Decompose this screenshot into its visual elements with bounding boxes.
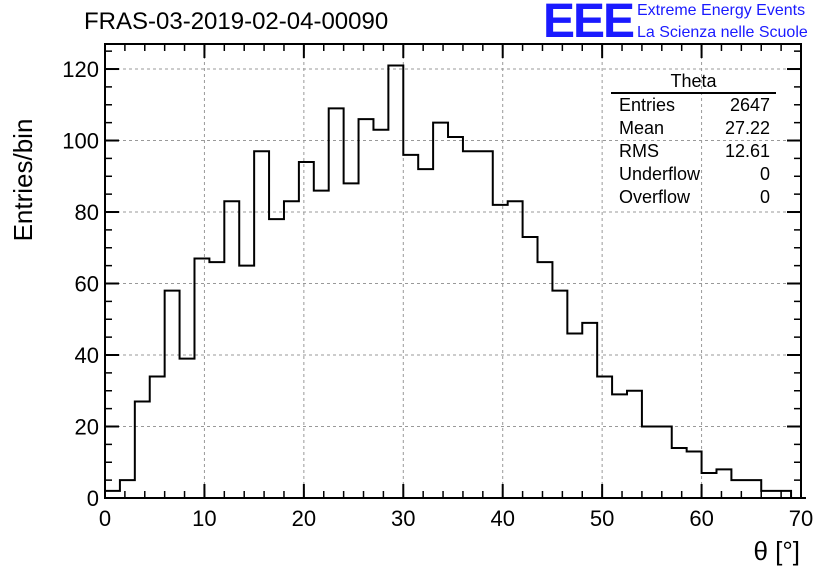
histogram-bin	[567, 334, 582, 498]
histogram-bin	[552, 291, 567, 498]
histogram-bin	[612, 394, 627, 498]
histogram-bin	[687, 452, 702, 498]
x-tick-labels: 0 10 20 30 40 50 60 70	[99, 506, 813, 531]
stats-row-entries: Entries 2647	[611, 94, 776, 117]
histogram-bin	[105, 491, 120, 498]
x-axis-label: θ [°]	[753, 536, 800, 566]
histogram-bin	[239, 266, 254, 498]
histogram-bin	[359, 119, 374, 498]
stats-row-mean: Mean 27.22	[611, 117, 776, 140]
histogram-bin	[508, 201, 523, 498]
histogram-bin	[538, 262, 553, 498]
y-tick-label: 0	[87, 486, 99, 511]
x-tick-label: 50	[590, 506, 614, 531]
x-tick-label: 30	[391, 506, 415, 531]
histogram-bin	[254, 151, 269, 498]
y-tick-label: 60	[75, 272, 99, 297]
histogram-bin	[344, 183, 359, 498]
x-tick-label: 40	[490, 506, 514, 531]
logo-caption-line2: La Scienza nelle Scuole	[637, 24, 808, 41]
histogram-bin	[672, 448, 687, 498]
stats-label: Overflow	[619, 187, 691, 207]
histogram-bin	[582, 323, 597, 498]
y-tick-label: 80	[75, 200, 99, 225]
stats-value: 27.22	[724, 118, 770, 138]
histogram-bin	[776, 491, 791, 498]
histogram-bin	[388, 65, 403, 498]
plot-frame	[104, 43, 802, 499]
stats-row-rms: RMS 12.61	[611, 140, 776, 163]
histogram-bin	[642, 427, 657, 498]
histogram-bin	[373, 130, 388, 498]
histogram-bin	[120, 480, 135, 498]
histogram-outline	[105, 64, 806, 499]
histogram-bin	[209, 262, 224, 498]
stats-label: Mean	[619, 118, 665, 138]
histogram-bin	[478, 151, 493, 498]
x-tick-label: 70	[789, 506, 813, 531]
histogram-series	[105, 64, 806, 499]
histogram-bin	[165, 291, 180, 498]
histogram-bin	[194, 258, 209, 498]
grid-lines	[105, 44, 801, 498]
histogram-bin	[716, 469, 731, 498]
histogram-bin	[448, 137, 463, 498]
stats-value: 0	[759, 164, 770, 184]
x-tick-label: 20	[292, 506, 316, 531]
histogram-bin	[523, 237, 538, 498]
histogram-bin	[135, 401, 150, 498]
histogram-bin	[746, 480, 761, 498]
histogram-bin	[761, 491, 776, 498]
stats-row-underflow: Underflow 0	[611, 163, 776, 186]
histogram-bin	[150, 376, 165, 498]
y-tick-label: 20	[75, 415, 99, 440]
stats-row-overflow: Overflow 0	[611, 186, 776, 209]
histogram-bin	[731, 480, 746, 498]
histogram-bin	[702, 473, 717, 498]
stats-label: Entries	[619, 95, 676, 115]
stats-label: RMS	[619, 141, 659, 161]
histogram-bin	[269, 219, 284, 498]
axis-ticks	[104, 44, 802, 499]
histogram-bin	[299, 162, 314, 498]
histogram-bin	[493, 205, 508, 498]
histogram-bin	[418, 169, 433, 498]
histogram-bin	[597, 376, 612, 498]
stats-label: Underflow	[619, 164, 701, 184]
histogram-bin	[314, 191, 329, 498]
stats-title: Theta	[611, 70, 776, 94]
chart-title: FRAS-03-2019-02-04-00090	[84, 8, 389, 35]
stats-box: Theta Entries 2647 Mean 27.22 RMS 12.61 …	[611, 70, 776, 209]
histogram-bin	[403, 155, 418, 498]
histogram-bin	[284, 201, 299, 498]
y-tick-label: 120	[62, 57, 99, 82]
stats-value: 2647	[729, 95, 770, 115]
histogram-bin	[463, 151, 478, 498]
y-axis-label: Entries/bin	[8, 119, 38, 242]
histogram-bin	[433, 123, 448, 498]
logo-caption-line1: Extreme Energy Events	[637, 2, 806, 19]
y-tick-label: 40	[75, 343, 99, 368]
histogram-bin	[627, 391, 642, 498]
x-tick-label: 60	[689, 506, 713, 531]
stats-value: 0	[759, 187, 770, 207]
histogram-bin	[180, 359, 195, 498]
x-tick-label: 0	[99, 506, 111, 531]
eee-logo: EEE	[543, 0, 635, 48]
histogram-bin	[224, 201, 239, 498]
stats-value: 12.61	[724, 141, 770, 161]
histogram-bin	[657, 427, 672, 498]
histogram-bin	[329, 108, 344, 498]
x-tick-label: 10	[192, 506, 216, 531]
y-tick-label: 100	[62, 129, 99, 154]
y-tick-labels: 0 20 40 60 80 100 120	[62, 57, 99, 511]
